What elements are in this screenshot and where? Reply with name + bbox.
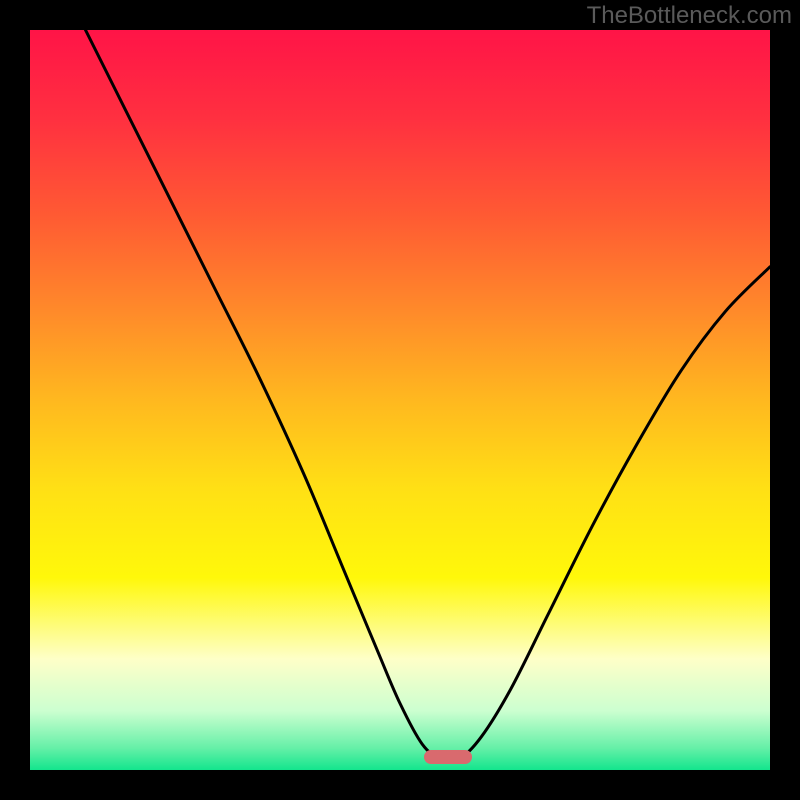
optimal-marker [424,750,472,764]
chart-container: TheBottleneck.com [0,0,800,800]
watermark-text: TheBottleneck.com [587,2,792,30]
plot-area [30,30,770,770]
bottleneck-curve [30,30,770,770]
